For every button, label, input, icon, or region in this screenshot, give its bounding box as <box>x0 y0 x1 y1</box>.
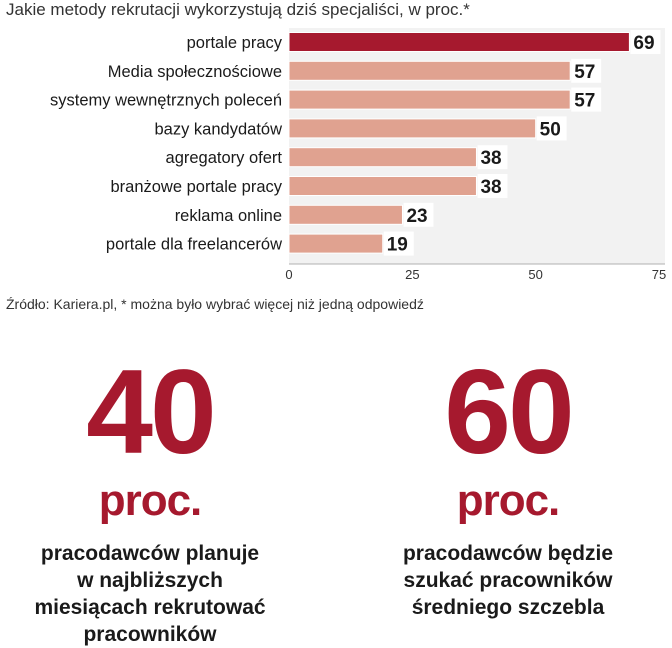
stat-block-right: 60 proc. pracodawców będzie szukać praco… <box>358 352 658 621</box>
bar <box>288 60 571 81</box>
x-tick-label: 0 <box>285 267 292 282</box>
value-label: 23 <box>406 206 427 227</box>
stat-unit: proc. <box>98 476 203 525</box>
bar <box>288 89 571 110</box>
value-label: 57 <box>574 91 595 112</box>
stat-number: 40 <box>86 345 216 479</box>
stat-unit: proc. <box>456 476 561 525</box>
category-label: portale dla freelancerów <box>106 236 282 254</box>
value-label-background <box>383 231 414 256</box>
value-label-background <box>477 145 508 170</box>
value-label-background <box>536 116 567 141</box>
category-label: systemy wewnętrznych poleceń <box>50 92 282 110</box>
category-label: agregatory ofert <box>166 149 283 167</box>
x-tick-label: 50 <box>528 267 542 282</box>
category-label: portale pracy <box>187 34 283 52</box>
bar <box>288 176 477 196</box>
value-label: 50 <box>540 119 561 140</box>
category-label: reklama online <box>175 207 282 225</box>
bar-chart: portale pracy 69 Media społecznościowe 57 sy… <box>50 28 666 282</box>
category-label: Media społecznościowe <box>108 63 282 81</box>
bar <box>288 32 630 52</box>
value-label: 38 <box>480 177 501 198</box>
stat-description: pracodawców planuje w najbliższych miesi… <box>34 542 266 646</box>
value-label: 57 <box>574 62 595 83</box>
bar <box>288 204 403 225</box>
x-tick-label: 75 <box>652 267 666 282</box>
bar <box>288 233 384 254</box>
source-note: Źródło: Kariera.pl, * można było wybrać … <box>6 296 424 312</box>
category-label: branżowe portale pracy <box>110 178 282 196</box>
value-label-background <box>403 202 434 227</box>
stat-description: pracodawców będzie szukać pracowników śr… <box>402 542 614 619</box>
value-label: 19 <box>387 235 408 256</box>
value-label: 38 <box>480 148 501 169</box>
value-label-background <box>571 87 602 112</box>
value-label-background <box>477 174 508 198</box>
value-label: 69 <box>633 33 654 54</box>
stat-number: 60 <box>444 345 574 479</box>
bar <box>288 118 537 139</box>
category-label: bazy kandydatów <box>155 120 283 138</box>
value-label-background <box>630 30 661 54</box>
chart-title: Jakie metody rekrutacji wykorzystują dzi… <box>6 0 470 19</box>
bar <box>288 147 477 168</box>
x-tick-label: 25 <box>405 267 419 282</box>
value-label-background <box>571 58 602 83</box>
stat-block-left: 40 proc. pracodawców planuje w najbliższ… <box>0 352 300 648</box>
